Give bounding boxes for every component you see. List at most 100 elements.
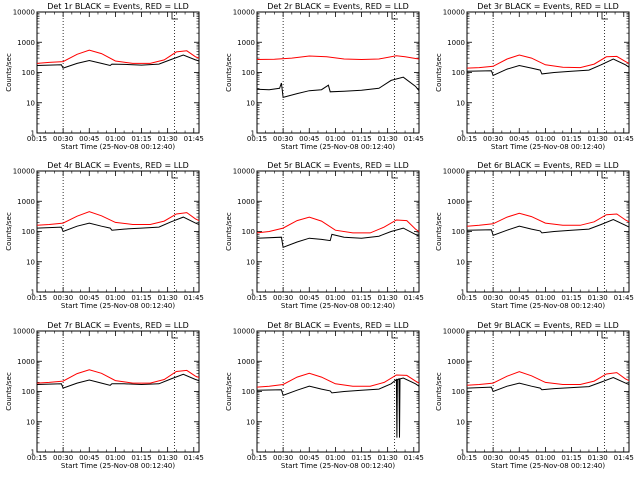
y-tick-label: 10000 bbox=[233, 168, 255, 176]
chart-title: Det 4r BLACK = Events, RED = LLD bbox=[47, 161, 189, 170]
x-tick-label: 01:00 bbox=[105, 135, 125, 143]
chart-panel-9: Det 9r BLACK = Events, RED = LLD 1 10 100 10… bbox=[435, 321, 634, 470]
x-tick-label: 01:00 bbox=[325, 294, 345, 302]
y-tick-label: 100 bbox=[242, 228, 255, 236]
x-tick-label: 01:45 bbox=[614, 454, 634, 462]
chart-title: Det 8r BLACK = Events, RED = LLD bbox=[267, 321, 409, 330]
x-tick-label: 01:45 bbox=[184, 294, 204, 302]
y-tick-label: 1000 bbox=[17, 198, 35, 206]
y-tick-label: 1000 bbox=[237, 358, 255, 366]
y-tick-label: 1 bbox=[251, 449, 255, 457]
chart-title: Det 2r BLACK = Events, RED = LLD bbox=[267, 2, 409, 11]
x-tick-label: 01:45 bbox=[404, 454, 424, 462]
series-line-lld bbox=[36, 49, 200, 64]
y-axis-label: Counts/sec bbox=[5, 212, 13, 251]
y-tick-label: 1 bbox=[461, 289, 465, 297]
chart-title: Det 3r BLACK = Events, RED = LLD bbox=[477, 2, 619, 11]
series-line-lld bbox=[36, 369, 200, 384]
series-line-events bbox=[256, 76, 420, 99]
y-tick-label: 10000 bbox=[443, 9, 465, 17]
x-tick-label: 00:45 bbox=[509, 294, 529, 302]
x-tick-label: 00:45 bbox=[79, 454, 99, 462]
time-marker-bracket bbox=[391, 171, 398, 179]
time-marker-bracket bbox=[171, 12, 178, 20]
x-tick-label: 01:15 bbox=[561, 294, 581, 302]
y-axis-label: Counts/sec bbox=[225, 212, 233, 251]
x-tick-label: 01:15 bbox=[561, 135, 581, 143]
x-tick-label: 00:15 bbox=[27, 135, 47, 143]
y-tick-label: 100 bbox=[452, 388, 465, 396]
x-tick-label: 01:00 bbox=[535, 135, 555, 143]
y-tick-label: 10 bbox=[246, 99, 255, 107]
x-tick-label: 00:45 bbox=[299, 135, 319, 143]
x-axis-label: Start Time (25-Nov-08 00:12:40) bbox=[491, 143, 605, 151]
time-marker-bracket bbox=[171, 331, 178, 339]
y-tick-label: 10 bbox=[246, 258, 255, 266]
chart-panel-3: Det 3r BLACK = Events, RED = LLD 1 10 100 10… bbox=[435, 2, 634, 151]
x-axis-label: Start Time (25-Nov-08 00:12:40) bbox=[281, 143, 395, 151]
x-tick-label: 00:30 bbox=[273, 294, 293, 302]
x-tick-label: 01:45 bbox=[614, 294, 634, 302]
x-tick-label: 01:45 bbox=[614, 135, 634, 143]
x-tick-label: 00:15 bbox=[247, 135, 267, 143]
x-tick-label: 01:30 bbox=[588, 454, 608, 462]
series-line-lld bbox=[466, 212, 630, 227]
chart-title: Det 1r BLACK = Events, RED = LLD bbox=[47, 2, 189, 11]
x-tick-label: 01:00 bbox=[105, 454, 125, 462]
series-line-events bbox=[256, 227, 420, 248]
chart-panel-6: Det 6r BLACK = Events, RED = LLD 1 10 100 10… bbox=[435, 161, 634, 310]
x-tick-label: 00:15 bbox=[27, 294, 47, 302]
chart-panel-2: Det 2r BLACK = Events, RED = LLD 1 10 100 10… bbox=[225, 2, 424, 151]
chart-panel-8: Det 8r BLACK = Events, RED = LLD 1 10 100 10… bbox=[225, 321, 424, 470]
x-axis-label: Start Time (25-Nov-08 00:12:40) bbox=[61, 143, 175, 151]
x-tick-label: 00:30 bbox=[53, 135, 73, 143]
x-tick-label: 00:30 bbox=[273, 454, 293, 462]
x-tick-label: 00:45 bbox=[79, 294, 99, 302]
y-axis-label: Counts/sec bbox=[435, 212, 443, 251]
y-axis-label: Counts/sec bbox=[5, 53, 13, 92]
x-tick-label: 00:30 bbox=[53, 294, 73, 302]
x-tick-label: 01:15 bbox=[131, 135, 151, 143]
x-tick-label: 01:00 bbox=[105, 294, 125, 302]
x-tick-label: 00:15 bbox=[457, 454, 477, 462]
y-tick-label: 10000 bbox=[13, 328, 35, 336]
y-tick-label: 100 bbox=[242, 69, 255, 77]
series-line-events bbox=[36, 216, 200, 233]
y-tick-label: 10 bbox=[26, 418, 35, 426]
y-tick-label: 1 bbox=[251, 130, 255, 138]
x-tick-label: 01:30 bbox=[378, 454, 398, 462]
y-tick-label: 1 bbox=[461, 449, 465, 457]
time-marker-bracket bbox=[391, 331, 398, 339]
chart-title: Det 5r BLACK = Events, RED = LLD bbox=[267, 161, 409, 170]
y-tick-label: 100 bbox=[452, 228, 465, 236]
x-tick-label: 00:30 bbox=[483, 294, 503, 302]
x-tick-label: 01:15 bbox=[131, 454, 151, 462]
y-tick-label: 10000 bbox=[443, 328, 465, 336]
y-axis-label: Counts/sec bbox=[225, 53, 233, 92]
x-tick-label: 01:00 bbox=[325, 135, 345, 143]
series-line-lld bbox=[256, 216, 420, 234]
x-tick-label: 00:15 bbox=[457, 294, 477, 302]
x-tick-label: 01:00 bbox=[535, 454, 555, 462]
x-tick-label: 01:30 bbox=[378, 135, 398, 143]
series-line-events bbox=[466, 218, 630, 236]
x-tick-label: 01:15 bbox=[131, 294, 151, 302]
y-tick-label: 1000 bbox=[447, 39, 465, 47]
x-tick-label: 01:45 bbox=[184, 135, 204, 143]
y-tick-label: 10000 bbox=[13, 9, 35, 17]
x-tick-label: 01:00 bbox=[535, 294, 555, 302]
chart-title: Det 7r BLACK = Events, RED = LLD bbox=[47, 321, 189, 330]
y-tick-label: 10000 bbox=[443, 168, 465, 176]
x-axis-label: Start Time (25-Nov-08 00:12:40) bbox=[281, 462, 395, 470]
x-axis-label: Start Time (25-Nov-08 00:12:40) bbox=[61, 302, 175, 310]
y-tick-label: 100 bbox=[22, 388, 35, 396]
series-line-events bbox=[466, 58, 630, 77]
y-tick-label: 100 bbox=[242, 388, 255, 396]
y-axis-label: Counts/sec bbox=[435, 372, 443, 411]
y-tick-label: 1000 bbox=[237, 198, 255, 206]
x-axis-label: Start Time (25-Nov-08 00:12:40) bbox=[61, 462, 175, 470]
y-tick-label: 1000 bbox=[17, 358, 35, 366]
x-tick-label: 01:30 bbox=[378, 294, 398, 302]
x-tick-label: 01:45 bbox=[184, 454, 204, 462]
time-marker-bracket bbox=[171, 171, 178, 179]
